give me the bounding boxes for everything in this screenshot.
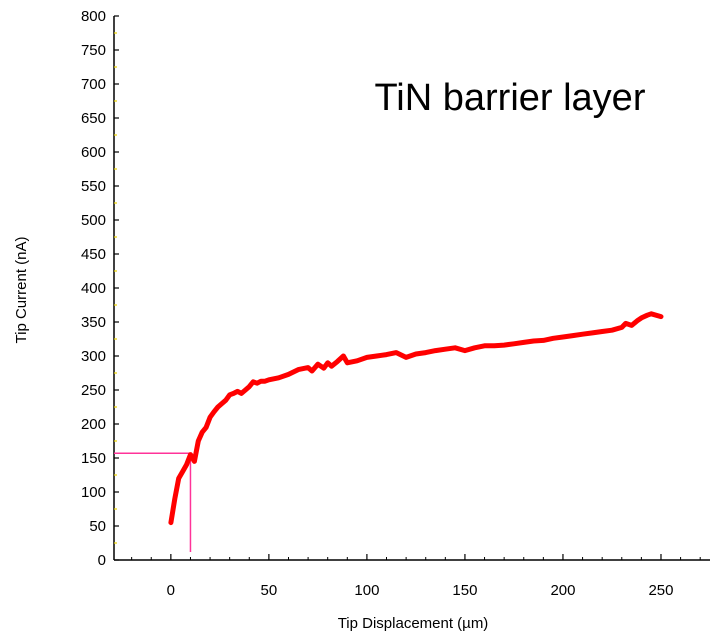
y-tick-label: 800: [81, 8, 106, 25]
chart-annotation: TiN barrier layer: [375, 77, 646, 119]
plot-area: [168, 311, 664, 526]
y-ticks: 0 50 100 150 200 250 300 350 400 450 500 550 600 650 7…: [81, 8, 119, 569]
y-tick-label: 600: [81, 144, 106, 161]
y-tick-label: 150: [81, 450, 106, 467]
y-tick-label: 650: [81, 110, 106, 127]
x-tick-label: 200: [550, 582, 575, 599]
y-tick-label: 700: [81, 76, 106, 93]
y-tick-label: 750: [81, 42, 106, 59]
y-tick-label: 250: [81, 382, 106, 399]
x-axis-label: Tip Displacement (µm): [338, 615, 489, 632]
y-tick-label: 200: [81, 416, 106, 433]
y-tick-label: 500: [81, 212, 106, 229]
x-tick-label: 100: [354, 582, 379, 599]
reference-lines: [114, 452, 192, 552]
x-tick-label: 250: [648, 582, 673, 599]
x-tick-label: 150: [452, 582, 477, 599]
x-ticks: 0 50 100 150 200 250: [131, 554, 701, 599]
y-tick-label: 300: [81, 348, 106, 365]
y-tick-label: 50: [89, 518, 106, 535]
x-tick-label: 50: [261, 582, 278, 599]
x-tick-label: 0: [167, 582, 175, 599]
y-tick-label: 550: [81, 178, 106, 195]
y-tick-label: 450: [81, 246, 106, 263]
series-line: [168, 311, 664, 526]
y-axis-label: Tip Current (nA): [13, 237, 30, 344]
y-tick-label: 0: [98, 552, 106, 569]
y-tick-label: 100: [81, 484, 106, 501]
y-tick-label: 400: [81, 280, 106, 297]
y-tick-label: 350: [81, 314, 106, 331]
